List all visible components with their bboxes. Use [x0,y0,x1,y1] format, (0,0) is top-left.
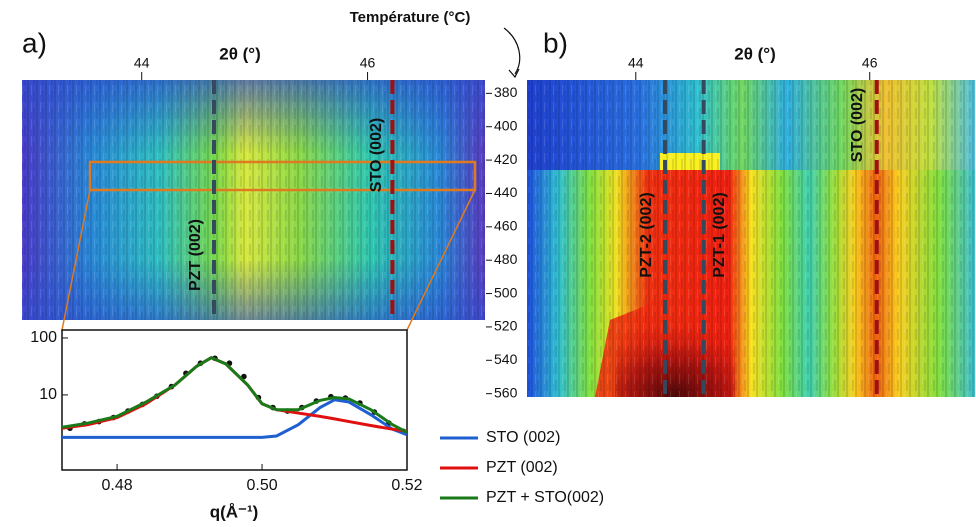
temperature-title: Température (°C) [350,9,471,26]
y-tick-label: 460 [494,218,518,234]
arrow [503,27,521,75]
y-tick-label: 100 [30,329,57,346]
series-line [62,398,407,439]
y-tick-label: 420 [494,151,518,167]
legend-label: PZT (002) [486,459,558,476]
heatmap-a-texture [22,80,485,320]
arrow-head [508,68,520,79]
panel-label: a) [22,27,47,58]
y-tick-label: 500 [494,284,518,300]
y-tick-label: 440 [494,184,518,200]
inset-frame [61,329,408,471]
y-tick-label: 560 [494,384,518,400]
legend-label: STO (002) [486,429,560,446]
legend-label: PZT + STO(002) [486,489,604,506]
zoom-line [406,189,476,331]
reference-label: STO (002) [368,118,385,192]
x-axis-title: q(Å⁻¹) [210,502,259,521]
y-tick-label: 540 [494,351,518,367]
reference-label: PZT-2 (002) [638,192,655,277]
x-tick-label: 46 [862,55,878,71]
y-tick-label: 520 [494,318,518,334]
reference-label: PZT-1 (002) [711,192,728,277]
x-tick-label: 44 [628,55,644,71]
y-tick-label: 10 [39,386,57,403]
x-tick-label: 0.50 [246,477,277,494]
heatmap-b-texture [527,80,975,397]
x-tick-label: 0.48 [102,477,133,494]
reference-label: PZT (002) [187,219,204,291]
x-tick-label: 46 [360,55,376,71]
zoom-box [88,160,477,192]
y-tick-label: 480 [494,251,518,267]
y-tick-label: 400 [494,117,518,133]
reference-label: STO (002) [849,88,866,162]
x-tick-label: 44 [134,55,150,71]
series-line [62,356,407,434]
axis-title: 2θ (°) [734,44,776,63]
x-tick-label: 0.52 [391,477,422,494]
panel-label: b) [543,27,568,58]
axis-title: 2θ (°) [219,44,261,63]
y-tick-label: 380 [494,84,518,100]
zoom-line [61,189,91,331]
